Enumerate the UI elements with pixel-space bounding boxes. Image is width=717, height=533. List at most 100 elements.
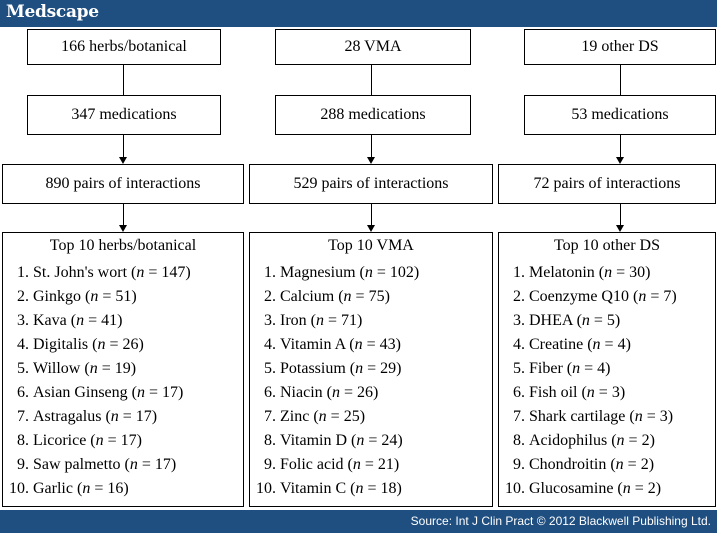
item-count-suffix: ) bbox=[605, 360, 611, 377]
source-credit: Source: Int J Clin Pract © 2012 Blackwel… bbox=[410, 514, 711, 528]
item-count-suffix: ) bbox=[395, 336, 401, 353]
herbs-category-label: 166 herbs/botanical bbox=[61, 38, 187, 55]
item-count-suffix: ) bbox=[655, 480, 662, 497]
item-count-prefix: (n = bbox=[577, 384, 612, 401]
item-name: Asian Ginseng bbox=[33, 384, 128, 401]
list-item: 3. DHEA (n = 5) bbox=[503, 309, 677, 333]
item-name: Shark cartilage bbox=[529, 408, 626, 425]
list-item: 9. Saw palmetto (n = 17) bbox=[7, 453, 191, 477]
item-name: Vitamin C bbox=[280, 480, 347, 497]
item-name: Iron bbox=[280, 312, 307, 329]
item-count-suffix: ) bbox=[393, 456, 400, 473]
item-name: St. John's wort bbox=[33, 264, 128, 281]
item-count-prefix: (n = bbox=[306, 312, 342, 329]
list-item: 7. Astragalus (n = 17) bbox=[7, 405, 191, 429]
item-number: 4. bbox=[264, 336, 276, 353]
other-ds-top10-title: Top 10 other DS bbox=[554, 237, 660, 254]
item-count: 4 bbox=[597, 360, 606, 377]
item-count-suffix: ) bbox=[131, 288, 137, 305]
item-name: Calcium bbox=[280, 288, 335, 305]
vma-interactions-box: 529 pairs of interactions bbox=[249, 164, 493, 204]
item-count: 147 bbox=[161, 264, 186, 281]
item-count: 26 bbox=[357, 384, 374, 401]
item-count-prefix: (n = bbox=[334, 288, 369, 305]
herbs-category-box: 166 herbs/botanical bbox=[27, 29, 221, 65]
item-number: 6. bbox=[513, 384, 525, 401]
item-count-prefix: (n = bbox=[88, 336, 123, 353]
item-count-prefix: (n = bbox=[127, 264, 162, 281]
item-number: 3. bbox=[264, 312, 276, 329]
arrowhead-icon bbox=[616, 157, 624, 164]
item-count: 4 bbox=[617, 336, 626, 353]
vma-top10-box: Top 10 VMA 1. Magnesium (n = 102) 2. Calciu… bbox=[249, 232, 493, 507]
item-count: 21 bbox=[377, 456, 394, 473]
list-item: 6. Niacin (n = 26) bbox=[254, 381, 419, 405]
item-number: 3. bbox=[513, 312, 525, 329]
item-number: 6. bbox=[17, 384, 29, 401]
item-count-suffix: ) bbox=[359, 408, 366, 425]
item-count-suffix: ) bbox=[619, 384, 626, 401]
item-count-suffix: ) bbox=[396, 360, 402, 377]
herbs-medications-label: 347 medications bbox=[71, 106, 177, 123]
item-number: 10. bbox=[256, 480, 276, 497]
item-number: 4. bbox=[17, 336, 29, 353]
header-bar: Medscape bbox=[0, 0, 717, 27]
item-count-suffix: ) bbox=[614, 312, 621, 329]
list-item: 10. Vitamin C (n = 18) bbox=[254, 477, 419, 501]
item-count-suffix: ) bbox=[625, 336, 631, 353]
item-count-prefix: (n = bbox=[562, 360, 598, 377]
list-item: 5. Potassium (n = 29) bbox=[254, 357, 419, 381]
item-name: Fiber bbox=[529, 360, 563, 377]
item-count-prefix: (n = bbox=[625, 408, 660, 425]
item-count-prefix: (n = bbox=[583, 336, 618, 353]
item-name: Garlic bbox=[33, 480, 73, 497]
connector-line bbox=[371, 204, 372, 229]
vma-category-box: 28 VMA bbox=[275, 29, 471, 65]
item-count: 17 bbox=[120, 432, 137, 449]
list-item: 2. Calcium (n = 75) bbox=[254, 285, 419, 309]
item-number: 2. bbox=[17, 288, 29, 305]
connector-line bbox=[123, 65, 124, 95]
item-number: 1. bbox=[264, 264, 276, 281]
connector-line bbox=[371, 135, 372, 161]
item-name: Saw palmetto bbox=[33, 456, 121, 473]
item-count: 29 bbox=[380, 360, 397, 377]
vma-top10-title: Top 10 VMA bbox=[328, 237, 414, 254]
item-number: 8. bbox=[513, 432, 525, 449]
herbs-medications-box: 347 medications bbox=[27, 95, 221, 135]
item-count-suffix: ) bbox=[185, 264, 191, 281]
list-item: 3. Kava (n = 41) bbox=[7, 309, 191, 333]
item-count-prefix: (n = bbox=[345, 360, 381, 377]
item-count-suffix: ) bbox=[357, 312, 363, 329]
item-count: 3 bbox=[611, 384, 620, 401]
item-count-suffix: ) bbox=[396, 480, 402, 497]
item-count: 16 bbox=[107, 480, 124, 497]
herbs-top10-title: Top 10 herbs/botanical bbox=[49, 237, 197, 254]
connector-line bbox=[620, 135, 621, 161]
item-number: 6. bbox=[264, 384, 276, 401]
other-ds-top10-box: Top 10 other DS 1. Melatonin (n = 30) 2. Co… bbox=[498, 232, 716, 507]
other-ds-interactions-box: 72 pairs of interactions bbox=[498, 164, 716, 204]
item-count-prefix: (n = bbox=[120, 456, 155, 473]
item-count-prefix: (n = bbox=[343, 456, 378, 473]
item-count-prefix: (n = bbox=[347, 432, 382, 449]
item-count-suffix: ) bbox=[178, 384, 184, 401]
item-number: 1. bbox=[513, 264, 525, 281]
item-number: 1. bbox=[17, 264, 29, 281]
item-count-suffix: ) bbox=[671, 288, 677, 305]
item-number: 7. bbox=[17, 408, 29, 425]
item-count: 71 bbox=[341, 312, 358, 329]
item-count-prefix: (n = bbox=[606, 456, 641, 473]
list-item: 4. Vitamin A (n = 43) bbox=[254, 333, 419, 357]
list-item: 4. Creatine (n = 4) bbox=[503, 333, 677, 357]
vma-top10-list: 1. Magnesium (n = 102) 2. Calcium (n = 75) 3… bbox=[254, 261, 419, 501]
item-name: Coenzyme Q10 bbox=[529, 288, 629, 305]
other-ds-medications-box: 53 medications bbox=[524, 95, 716, 135]
list-item: 8. Vitamin D (n = 24) bbox=[254, 429, 419, 453]
list-item: 2. Ginkgo (n = 51) bbox=[7, 285, 191, 309]
list-item: 1. Melatonin (n = 30) bbox=[503, 261, 677, 285]
item-name: Acidophilus bbox=[529, 432, 608, 449]
item-count-suffix: ) bbox=[649, 432, 655, 449]
item-name: Digitalis bbox=[33, 336, 89, 353]
item-name: Magnesium bbox=[280, 264, 356, 281]
